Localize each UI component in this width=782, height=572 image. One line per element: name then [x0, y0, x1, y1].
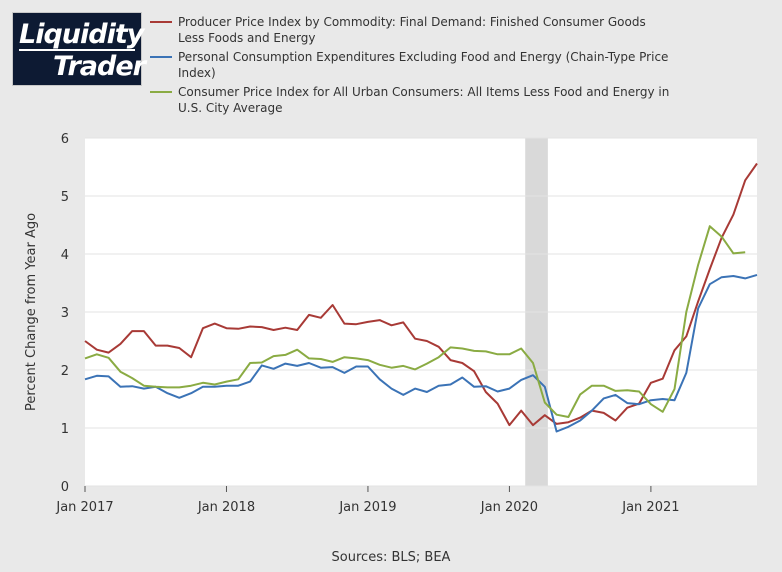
- legend-item-cpi[interactable]: Consumer Price Index for All Urban Consu…: [150, 84, 670, 116]
- legend-label-ppi: Producer Price Index by Commodity: Final…: [178, 15, 646, 45]
- x-tick-label: Jan 2020: [480, 500, 538, 515]
- y-tick-label: 3: [61, 306, 69, 321]
- y-tick-label: 4: [61, 248, 69, 263]
- source-note: Sources: BLS; BEA: [331, 550, 451, 565]
- x-tick-label: Jan 2018: [197, 500, 255, 515]
- legend-swatch-ppi: [150, 21, 172, 23]
- x-tick-label: Jan 2017: [55, 500, 113, 515]
- logo-line-2: Trader: [53, 51, 146, 82]
- y-tick-label: 2: [61, 364, 69, 379]
- x-tick-label: Jan 2021: [621, 500, 679, 515]
- x-axis-ticks: Jan 2017 Jan 2018 Jan 2019 Jan 2020 Jan 2021: [55, 486, 680, 515]
- series-line-pce: [84, 273, 758, 433]
- y-tick-label: 1: [61, 422, 69, 437]
- chart-legend: Producer Price Index by Commodity: Final…: [150, 14, 670, 119]
- y-tick-label: 5: [61, 190, 69, 205]
- series-line-cpi: [84, 225, 746, 418]
- legend-label-cpi: Consumer Price Index for All Urban Consu…: [178, 85, 670, 115]
- legend-swatch-pce: [150, 56, 172, 58]
- y-tick-label: 6: [61, 132, 69, 147]
- gridlines: [85, 137, 757, 487]
- logo-line-1: Liquidity: [19, 19, 144, 50]
- legend-label-pce: Personal Consumption Expenditures Exclud…: [178, 50, 669, 80]
- y-axis-label: Percent Change from Year Ago: [24, 213, 39, 411]
- y-tick-label: 0: [61, 480, 69, 495]
- legend-item-ppi[interactable]: Producer Price Index by Commodity: Final…: [150, 14, 670, 46]
- logo-rule: [19, 49, 135, 51]
- x-tick-label: Jan 2019: [338, 500, 396, 515]
- series-line-ppi: [84, 162, 758, 427]
- y-axis-ticks: 0 1 2 3 4 5 6: [61, 132, 69, 495]
- legend-item-pce[interactable]: Personal Consumption Expenditures Exclud…: [150, 49, 670, 81]
- series-lines: [84, 162, 758, 433]
- legend-swatch-cpi: [150, 91, 172, 93]
- liquidity-trader-logo: Liquidity Trader: [12, 12, 146, 86]
